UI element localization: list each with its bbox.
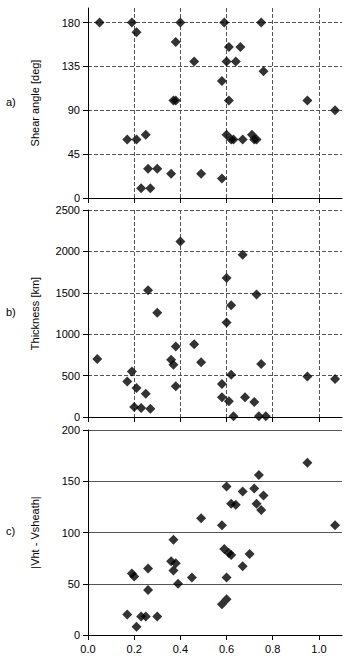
svg-text:b): b) — [6, 306, 16, 318]
svg-text:0.6: 0.6 — [219, 643, 234, 655]
svg-text:a): a) — [6, 96, 16, 108]
svg-text:500: 500 — [62, 370, 80, 382]
svg-text:c): c) — [6, 525, 15, 537]
svg-text:0: 0 — [74, 411, 80, 423]
svg-text:0.4: 0.4 — [173, 643, 188, 655]
svg-text:1500: 1500 — [56, 287, 80, 299]
svg-text:2000: 2000 — [56, 245, 80, 257]
svg-text:0.2: 0.2 — [127, 643, 142, 655]
svg-text:Thickness [km]: Thickness [km] — [29, 277, 41, 350]
svg-text:135: 135 — [62, 60, 80, 72]
svg-text:0: 0 — [74, 629, 80, 641]
svg-text:0: 0 — [74, 192, 80, 204]
svg-text:50: 50 — [68, 578, 80, 590]
svg-text:1000: 1000 — [56, 328, 80, 340]
svg-text:90: 90 — [68, 104, 80, 116]
svg-text:150: 150 — [62, 475, 80, 487]
svg-text:2500: 2500 — [56, 204, 80, 216]
svg-text:180: 180 — [62, 17, 80, 29]
svg-text:100: 100 — [62, 527, 80, 539]
svg-text:1.0: 1.0 — [311, 643, 326, 655]
svg-text:Shear angle [deg]: Shear angle [deg] — [29, 60, 41, 147]
svg-text:0.0: 0.0 — [80, 643, 95, 655]
svg-text:|Vht - Vsheath|: |Vht - Vsheath| — [29, 496, 41, 568]
svg-text:200: 200 — [62, 424, 80, 436]
svg-text:45: 45 — [68, 148, 80, 160]
svg-text:0.8: 0.8 — [265, 643, 280, 655]
